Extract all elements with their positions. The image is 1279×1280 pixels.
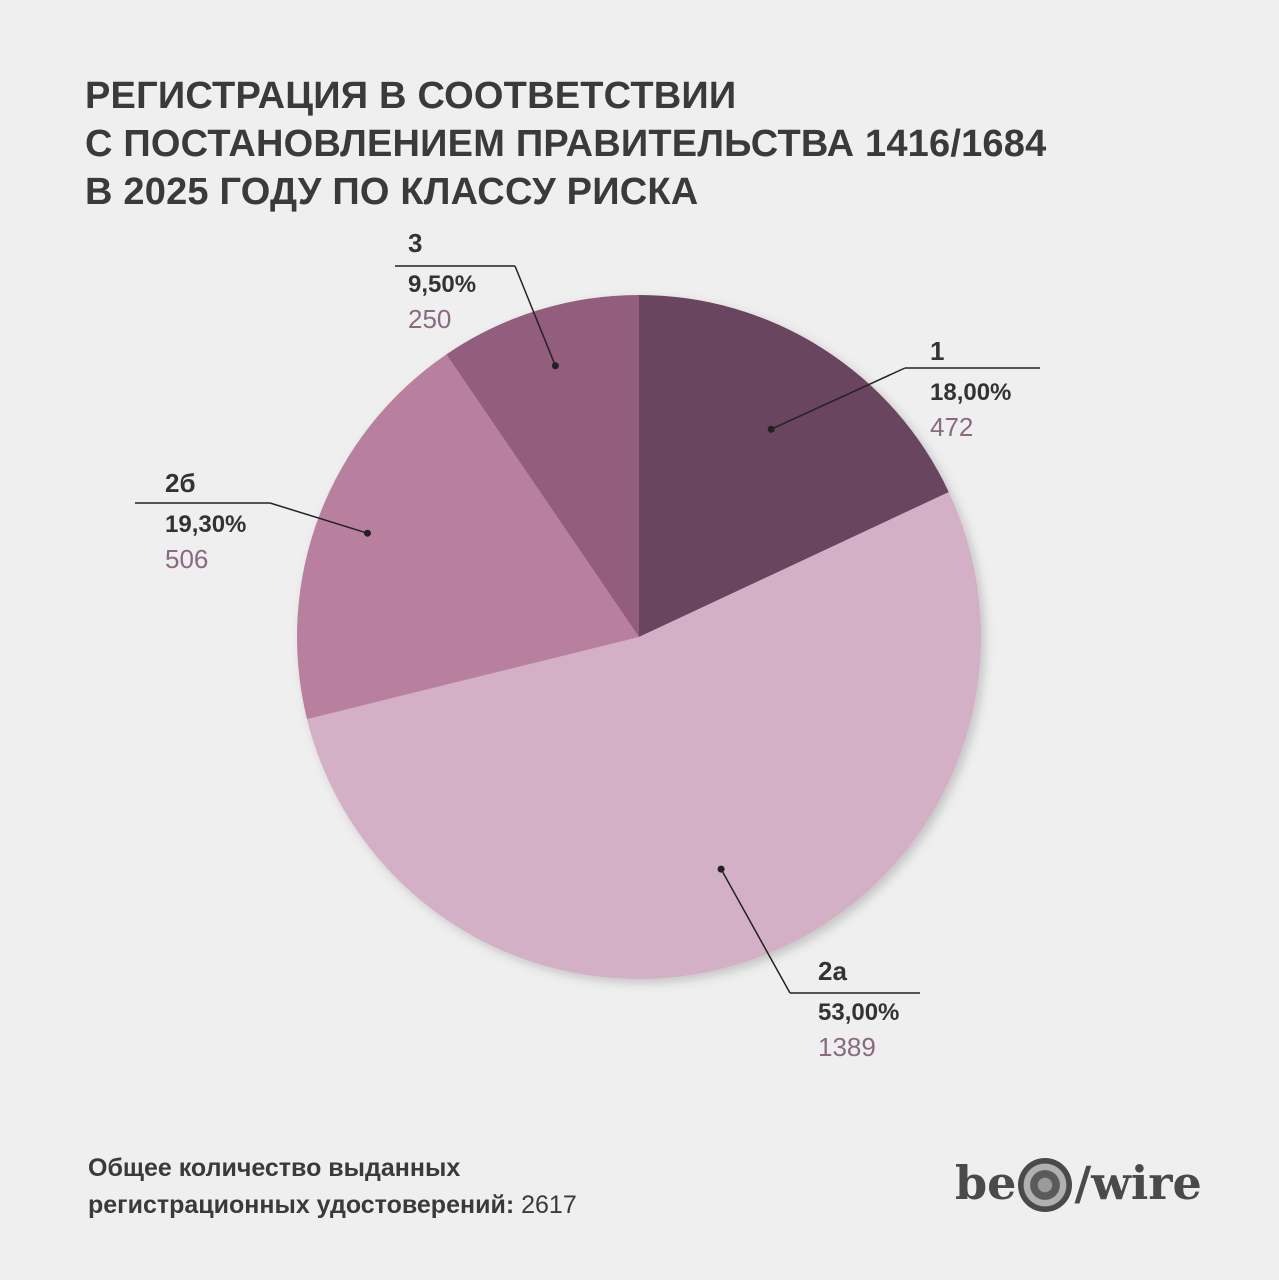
footer-line-2: регистрационных удостоверений: xyxy=(88,1191,515,1219)
category-label-1: 1 xyxy=(930,336,944,366)
leader-line-1 xyxy=(770,367,906,430)
leader-dot-2б xyxy=(363,529,371,537)
logo-text-right: /wire xyxy=(1074,1156,1202,1210)
pie-slice-2б xyxy=(296,354,639,720)
leader-line-2а xyxy=(720,868,791,994)
logo-text-left: be xyxy=(955,1156,1017,1210)
title-line-3: В 2025 ГОДУ ПО КЛАССУ РИСКА xyxy=(85,171,699,213)
leader-dot-2а xyxy=(717,865,725,873)
title-line-2: С ПОСТАНОВЛЕНИЕМ ПРАВИТЕЛЬСТВА 1416/1684 xyxy=(85,123,1047,165)
pie-labels: 1 18,00% 472 2а 53,00% 1389 2б 19,30% 506 3 9,50% 2… xyxy=(135,228,1040,1062)
pie-slices xyxy=(296,295,981,979)
pie-slice-2а xyxy=(306,492,981,979)
count-label-1: 472 xyxy=(930,412,973,442)
bewire-logo: be /wire xyxy=(955,1148,1202,1218)
percent-label-2а: 53,00% xyxy=(818,999,899,1026)
leader-dot-1 xyxy=(767,425,775,433)
percent-label-1: 18,00% xyxy=(930,379,1011,406)
count-label-2а: 1389 xyxy=(818,1032,876,1062)
footer-total: 2617 xyxy=(521,1191,577,1219)
total-footer: Общее количество выданных регистрационны… xyxy=(88,1150,577,1224)
pie-slice-1 xyxy=(639,295,949,637)
leader-line-2б xyxy=(269,502,368,534)
footer-line-1: Общее количество выданных xyxy=(88,1154,461,1182)
pie-slice-3 xyxy=(446,295,639,637)
count-label-3: 250 xyxy=(408,304,451,334)
category-label-2а: 2а xyxy=(818,956,847,986)
count-label-2б: 506 xyxy=(165,544,208,574)
leader-dot-3 xyxy=(551,362,559,370)
leader-line-3 xyxy=(514,265,557,367)
percent-label-2б: 19,30% xyxy=(165,511,246,538)
category-label-3: 3 xyxy=(408,228,422,258)
title-line-1: РЕГИСТРАЦИЯ В СООТВЕТСТВИИ xyxy=(85,75,737,117)
percent-label-3: 9,50% xyxy=(408,271,476,298)
category-label-2б: 2б xyxy=(165,468,196,498)
chart-title: РЕГИСТРАЦИЯ В СООТВЕТСТВИИ С ПОСТАНОВЛЕН… xyxy=(85,72,1185,216)
brain-circle-icon xyxy=(1018,1158,1073,1212)
